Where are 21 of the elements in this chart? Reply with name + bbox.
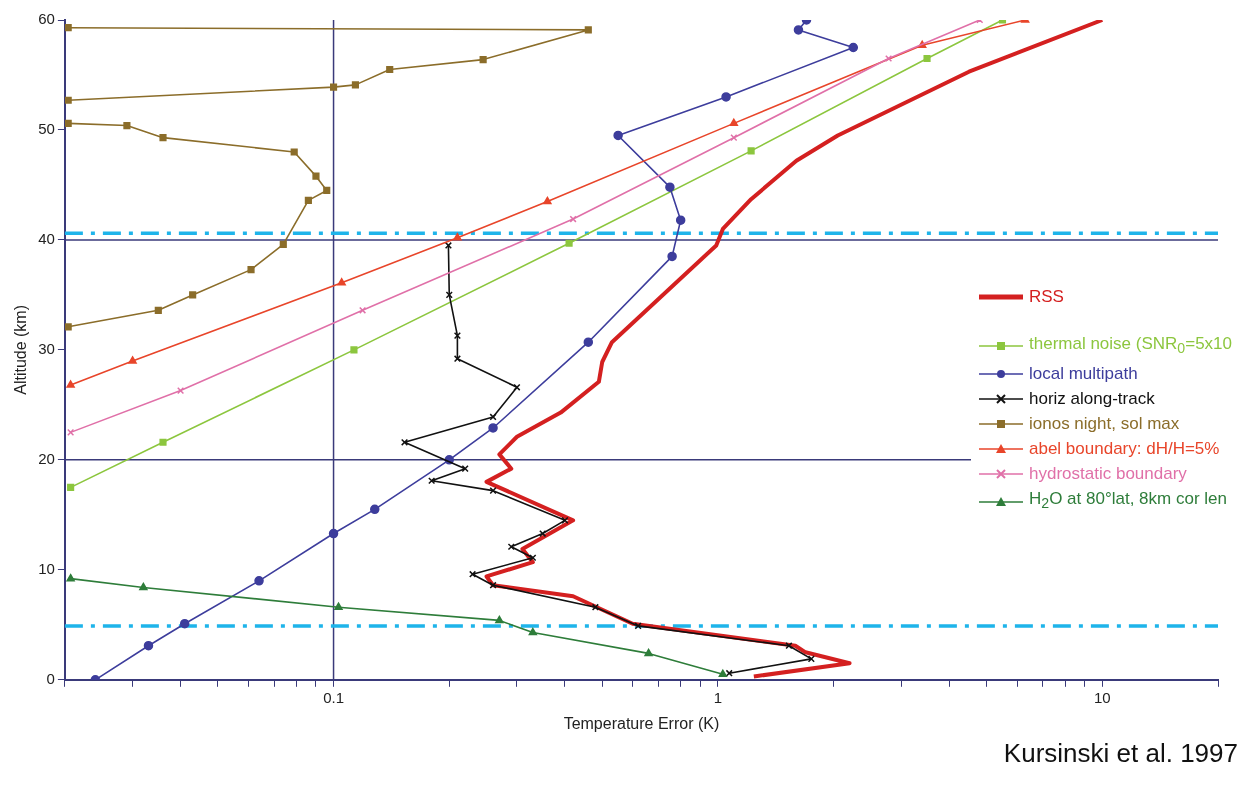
legend-label: H$_{2}$O at 80°lat, 8km cor len	[1029, 488, 1227, 514]
legend-label: hydrostatic boundary	[1029, 463, 1187, 486]
legend-label: thermal noise (SNR$_{0}$=5x10	[1029, 333, 1232, 359]
text: Kursinski et al. 1997	[1002, 738, 1239, 769]
y-axis-title: Altitude (km)	[12, 305, 30, 395]
legend-label: RSS	[1029, 286, 1064, 308]
y-tick-label: 60	[38, 10, 55, 28]
legend-label: abel boundary: dH/H=5%	[1029, 438, 1220, 461]
y-tick-label: 20	[38, 450, 55, 468]
x-axis-title: Temperature Error (K)	[563, 714, 720, 732]
x-tick-label: 1	[713, 688, 723, 706]
x-tick-label: 10	[1093, 688, 1111, 706]
y-tick-label: 0	[46, 669, 55, 687]
legend-label: local multipath	[1029, 363, 1138, 386]
legend-label: ionos night, sol max	[1029, 413, 1180, 436]
y-tick-label: 10	[38, 559, 55, 577]
y-tick-label: 40	[38, 230, 55, 248]
y-tick-label: 30	[38, 340, 55, 358]
x-tick-label: 0.1	[323, 688, 344, 706]
y-tick-label: 50	[38, 120, 55, 138]
legend-label: horiz along-track	[1029, 388, 1155, 411]
